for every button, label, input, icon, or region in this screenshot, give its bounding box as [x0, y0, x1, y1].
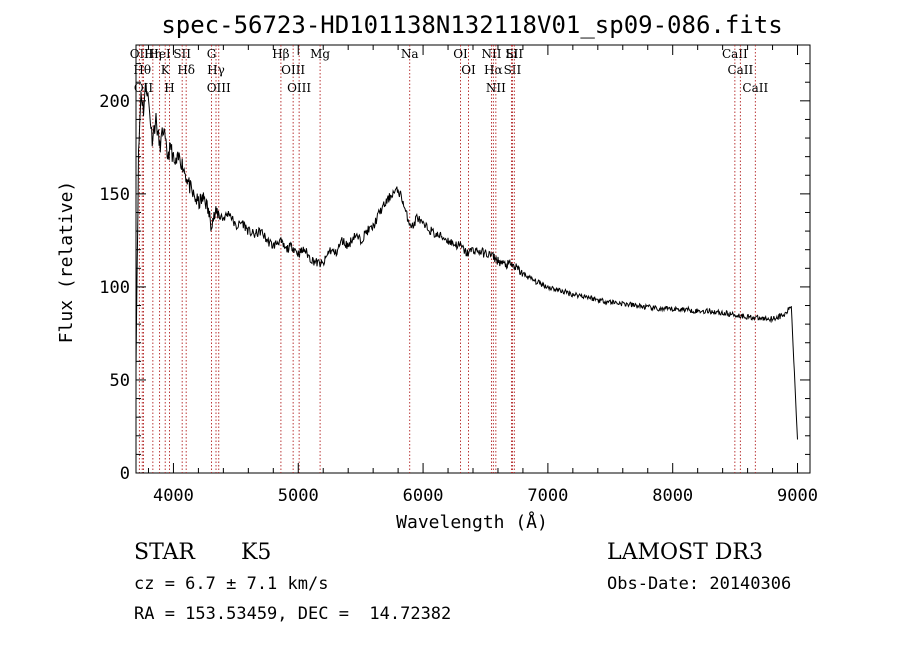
marker-label-9: G	[207, 47, 217, 61]
marker-label-22: Li	[506, 47, 518, 61]
y-tick-label-1: 50	[110, 371, 130, 391]
y-tick-label-3: 150	[99, 185, 130, 205]
x-tick-label-0: 4000	[153, 486, 194, 506]
x-tick-label-2: 6000	[403, 486, 444, 506]
redshift-cz: cz = 6.7 ± 7.1 km/s	[134, 574, 329, 594]
marker-label-8: SII	[173, 47, 191, 61]
y-axis-label: Flux (relative)	[56, 181, 77, 344]
marker-label-19: NII	[481, 47, 501, 61]
marker-label-1: Hθ	[133, 63, 151, 77]
object-class: STAR	[134, 540, 195, 565]
marker-label-23: SII	[504, 63, 522, 77]
y-tick-label-4: 200	[99, 92, 130, 112]
marker-label-7: Hδ	[177, 63, 195, 77]
marker-label-3: Hη	[144, 47, 162, 61]
x-tick-label-4: 8000	[652, 486, 693, 506]
axis-ticks: 4000 5000 6000 7000 8000 9000 0 50 100 150 200	[99, 44, 818, 506]
marker-label-12: Hβ	[272, 47, 289, 61]
marker-label-14: OIII	[287, 81, 311, 95]
marker-label-15: Mg	[310, 47, 330, 61]
chart-title: spec-56723-HD101138N132118V01_sp09-086.f…	[161, 11, 782, 39]
marker-label-16: Na	[401, 47, 419, 61]
x-tick-label-1: 5000	[278, 486, 319, 506]
marker-label-18: OI	[461, 63, 476, 77]
sky-coordinates: RA = 153.53459, DEC = 14.72382	[134, 604, 452, 624]
marker-label-20: Hα	[484, 63, 503, 77]
marker-label-24: SII	[505, 47, 523, 61]
x-axis-label: Wavelength (Å)	[396, 511, 548, 533]
plot-frame	[135, 44, 811, 474]
marker-label-6: H	[164, 81, 174, 95]
marker-label-5: K	[161, 63, 171, 77]
marker-label-11: OIII	[207, 81, 231, 95]
marker-label-25: CaII	[722, 47, 748, 61]
observation-date: Obs-Date: 20140306	[607, 574, 792, 594]
marker-label-0: OII	[130, 47, 150, 61]
y-tick-label-2: 100	[99, 278, 130, 298]
object-subclass: K5	[241, 540, 272, 565]
marker-label-26: CaII	[727, 63, 753, 77]
marker-label-2: OII	[134, 81, 154, 95]
marker-label-17: OI	[453, 47, 468, 61]
marker-label-27: CaII	[742, 81, 768, 95]
marker-label-10: Hγ	[207, 63, 225, 77]
x-tick-label-5: 9000	[777, 486, 818, 506]
survey-name: LAMOST DR3	[607, 540, 763, 565]
flux-series	[135, 82, 798, 440]
marker-label-4: HeI	[148, 47, 171, 61]
marker-label-13: OIII	[281, 63, 305, 77]
x-tick-label-3: 7000	[527, 486, 568, 506]
flux-line	[135, 82, 798, 440]
marker-label-21: NII	[486, 81, 506, 95]
y-tick-label-0: 0	[120, 464, 130, 484]
plot-border	[135, 44, 811, 474]
